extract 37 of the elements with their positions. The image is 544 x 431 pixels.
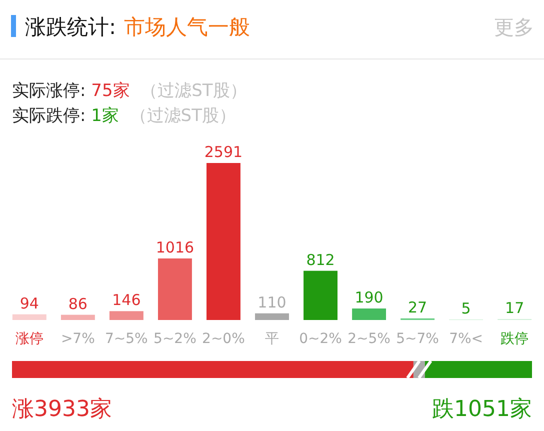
- x-tick-label: 0~2%: [299, 331, 342, 347]
- data-label: 1016: [156, 238, 194, 256]
- data-label: 812: [306, 250, 335, 269]
- bar: [206, 163, 240, 320]
- bar: [255, 313, 289, 320]
- data-label: 17: [505, 298, 524, 317]
- bar: [158, 258, 192, 320]
- chart-title: 涨跌统计:: [25, 15, 116, 39]
- text: 实际涨停: 75家 （过滤ST股）: [12, 81, 247, 101]
- chart-subtitle: 市场人气一般: [124, 15, 250, 39]
- data-label: 94: [20, 294, 39, 312]
- text: 更多: [494, 15, 534, 39]
- text: 实际跌停: 1家 （过滤ST股）: [12, 106, 236, 126]
- x-tick-label: >7%: [60, 331, 95, 347]
- text: 跌1051家: [432, 397, 532, 422]
- data-label: 110: [258, 293, 286, 312]
- x-tick-label: 2~0%: [202, 331, 245, 347]
- data-label: 27: [408, 298, 428, 316]
- x-tick-label: 跌停: [500, 331, 529, 347]
- x-tick-label: 5~7%: [396, 331, 439, 347]
- data-label: 2591: [204, 143, 243, 161]
- x-tick-label: 涨停: [15, 331, 44, 347]
- text: 涨3933家: [12, 397, 112, 422]
- bar: [352, 308, 386, 320]
- x-tick-label: 5~2%: [154, 331, 196, 347]
- x-tick-label: 7~5%: [105, 331, 148, 347]
- x-tick-label: 7%<: [449, 331, 484, 347]
- bar: [109, 311, 144, 320]
- data-label: 5: [461, 300, 471, 318]
- bar: [12, 314, 46, 320]
- bar: [60, 314, 95, 320]
- bar: [304, 270, 338, 320]
- data-label: 190: [354, 288, 384, 306]
- data-label: 86: [68, 294, 88, 313]
- x-tick-label: 2~5%: [348, 331, 390, 347]
- x-tick-label: 平: [265, 331, 279, 347]
- data-label: 146: [112, 291, 141, 310]
